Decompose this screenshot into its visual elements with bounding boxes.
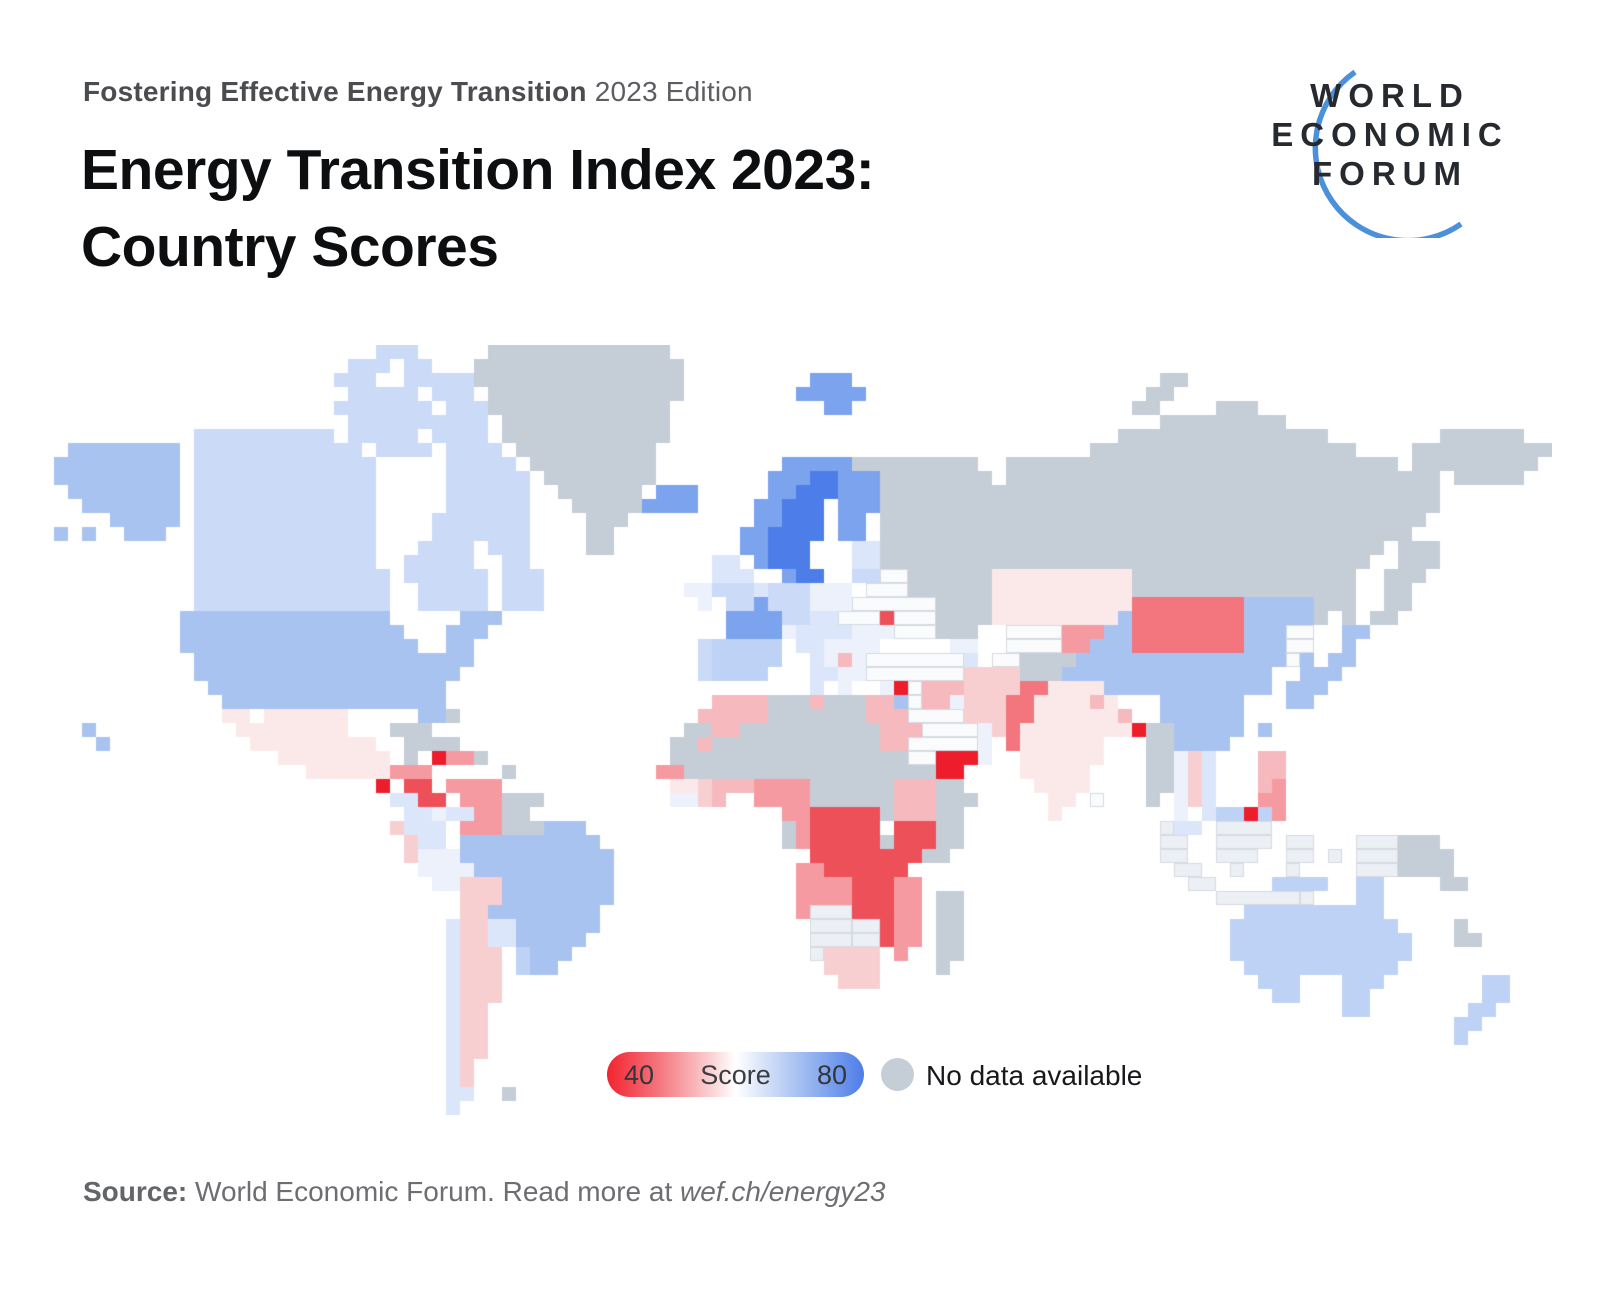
legend-max-label: 80 — [816, 1060, 847, 1090]
kicker-bold: Fostering Effective Energy Transition — [83, 76, 587, 107]
wef-logo-line2: ECONOMIC — [1271, 116, 1509, 153]
no-data-swatch — [881, 1058, 914, 1091]
wef-logo-line1: WORLD — [1310, 77, 1470, 114]
no-data-label: No data available — [926, 1060, 1143, 1091]
source-label: Source: — [83, 1176, 188, 1207]
page-title: Energy Transition Index 2023: Country Sc… — [81, 132, 875, 286]
source-line: Source: World Economic Forum. Read more … — [83, 1176, 885, 1208]
wef-logo-text: WORLD ECONOMIC FORUM — [1255, 76, 1525, 193]
legend-min-label: 40 — [624, 1060, 655, 1090]
wef-logo-arc-icon — [1312, 69, 1463, 238]
kicker-light: 2023 Edition — [586, 76, 753, 107]
legend-gradient-pill: 40 Score 80 — [607, 1052, 864, 1097]
legend-score-label: Score — [700, 1060, 771, 1090]
world-choropleth-map — [40, 345, 1552, 1115]
source-link: wef.ch/energy23 — [680, 1176, 886, 1207]
wef-logo: WORLD ECONOMIC FORUM — [1255, 58, 1525, 238]
page-title-line2: Country Scores — [81, 215, 499, 279]
kicker: Fostering Effective Energy Transition 20… — [83, 76, 753, 108]
page-title-line1: Energy Transition Index 2023: — [81, 138, 875, 202]
source-text: World Economic Forum. Read more at — [187, 1176, 681, 1207]
wef-logo-line3: FORUM — [1312, 155, 1468, 192]
